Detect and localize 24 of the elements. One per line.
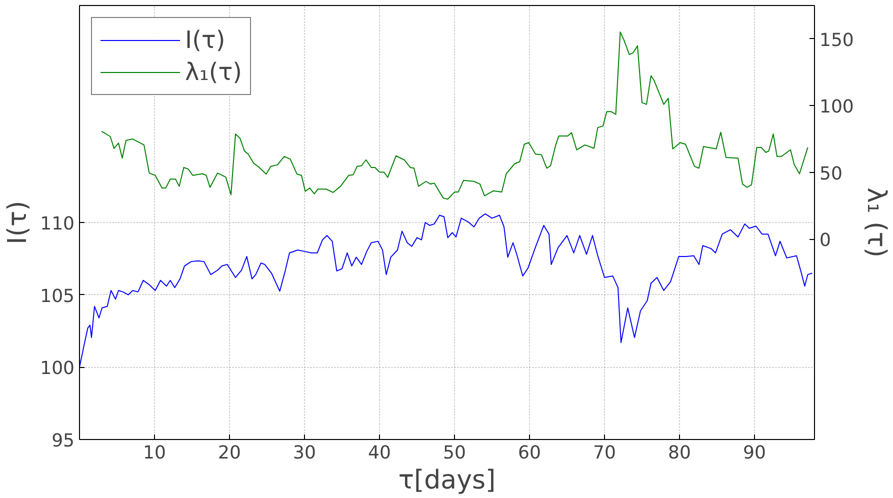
x-tick-label: 60 — [518, 442, 541, 464]
legend-label: I(τ) — [185, 26, 226, 54]
line-series — [101, 31, 808, 200]
y-tick-label: 95 — [52, 430, 74, 452]
y2-tick-label: 0 — [820, 230, 831, 252]
x-axis-title: τ[days] — [398, 466, 496, 496]
x-tick-label: 80 — [668, 442, 691, 464]
x-tick-label: 10 — [143, 442, 166, 464]
x-tick-label: 30 — [293, 442, 316, 464]
x-tick-label: 20 — [218, 442, 241, 464]
legend-label: λ₁(τ) — [185, 58, 242, 86]
x-tick-label: 70 — [593, 442, 616, 464]
y2-tick-label: 50 — [820, 163, 842, 184]
x-tick-label: 50 — [443, 442, 466, 464]
y2-tick-label: 150 — [820, 30, 854, 51]
line-series — [80, 213, 813, 368]
y2-axis-title: λ₁ (τ) — [860, 187, 891, 258]
y-tick-label: 110 — [40, 214, 75, 234]
y-tick-label: 100 — [40, 358, 75, 380]
x-tick-label: 40 — [368, 442, 391, 464]
x-tick-label: 90 — [743, 442, 766, 464]
y2-tick-label: 100 — [820, 96, 854, 118]
y-axis-title: I(τ) — [3, 200, 34, 244]
y-tick-label: 105 — [40, 286, 75, 307]
